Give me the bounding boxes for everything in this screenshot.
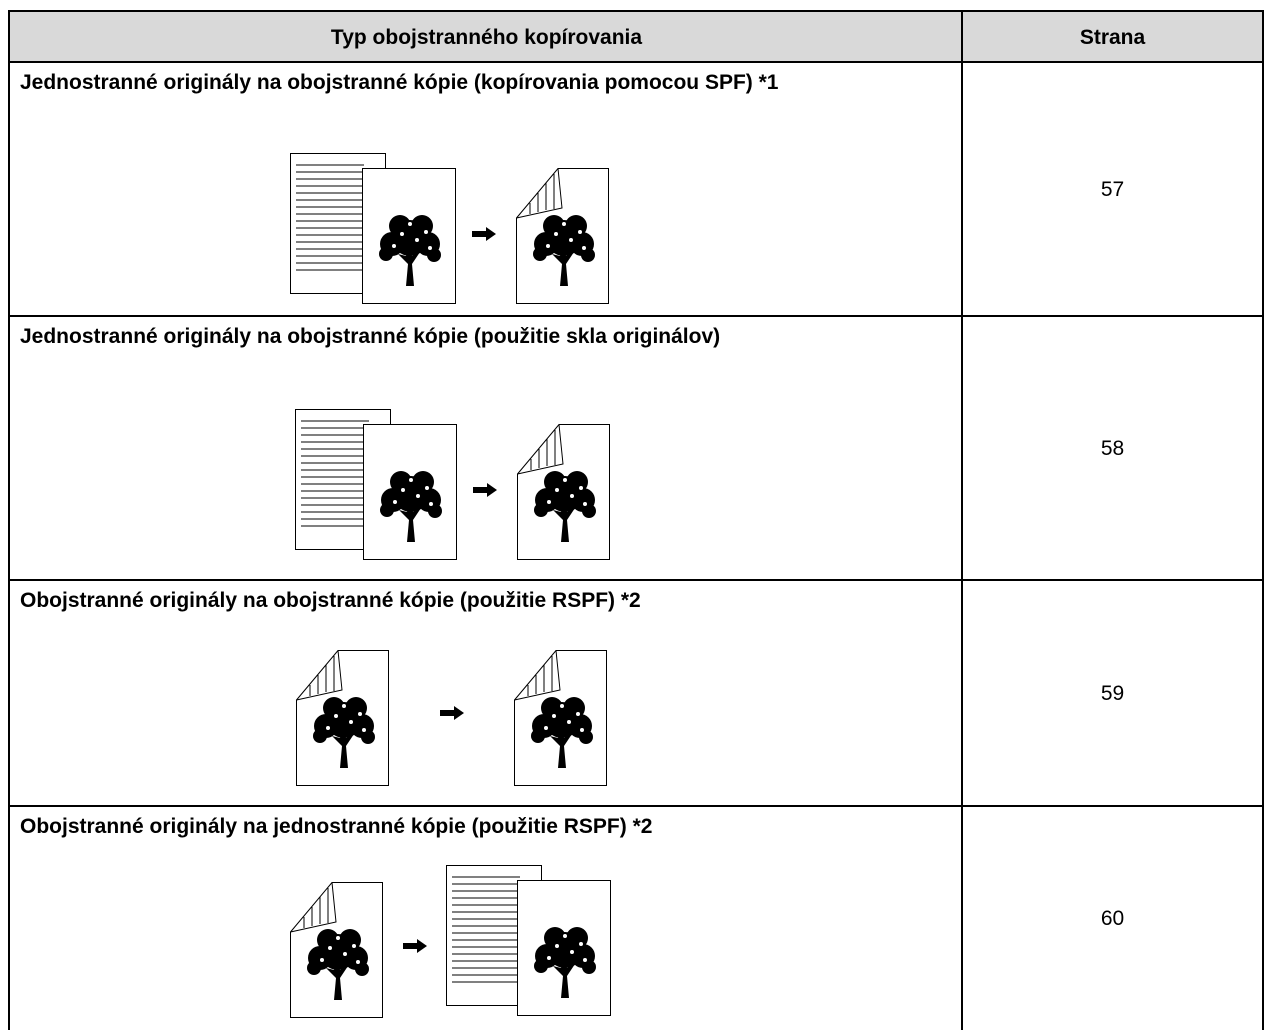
page-number: 59: [961, 579, 1264, 807]
page-number: 60: [961, 805, 1264, 1030]
illustration: [295, 409, 960, 569]
header-cell: Strana: [961, 10, 1264, 63]
page-number: 57: [961, 61, 1264, 317]
header-cell: Typ obojstranného kopírovania: [8, 10, 963, 63]
row-title: Jednostranné originály na obojstranné kó…: [20, 71, 779, 94]
type-cell: Obojstranné originály na jednostranné kó…: [8, 805, 963, 1030]
type-cell: Obojstranné originály na obojstranné kóp…: [8, 579, 963, 807]
page-number: 58: [961, 315, 1264, 581]
row-title: Jednostranné originály na obojstranné kó…: [20, 325, 721, 348]
type-cell: Jednostranné originály na obojstranné kó…: [8, 61, 963, 317]
illustration: [10, 650, 960, 800]
illustration: [290, 153, 960, 313]
row-title: Obojstranné originály na obojstranné kóp…: [20, 589, 641, 612]
row-title: Obojstranné originály na jednostranné kó…: [20, 815, 653, 838]
type-cell: Jednostranné originály na obojstranné kó…: [8, 315, 963, 581]
illustration: [10, 865, 960, 1025]
